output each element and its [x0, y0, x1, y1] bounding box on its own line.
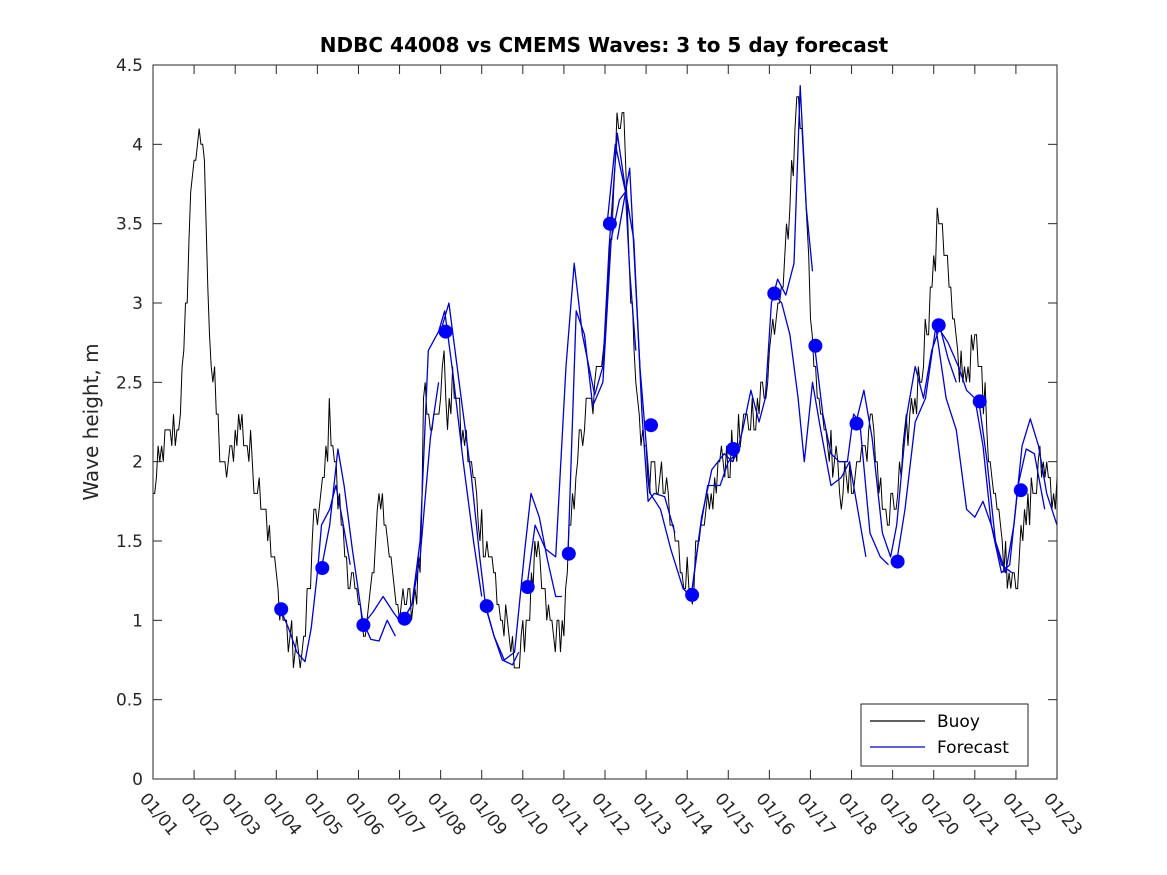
forecast-series-line	[813, 345, 889, 566]
legend-label-forecast: Forecast	[937, 738, 1009, 758]
forecast-marker	[274, 602, 289, 617]
forecast-marker	[479, 599, 494, 614]
forecast-marker	[561, 546, 576, 561]
forecast-marker	[602, 216, 617, 231]
forecast-marker	[397, 611, 412, 626]
plot-lines	[153, 84, 1057, 669]
forecast-marker	[726, 442, 741, 456]
forecast-series-line	[403, 310, 483, 620]
chart-title: NDBC 44008 vs CMEMS Waves: 3 to 5 day fo…	[320, 33, 889, 57]
y-axis: 0 0.5 1 1.5 2 2.5 3 3.5 4 4.5	[116, 56, 1057, 790]
forecast-marker	[931, 318, 946, 333]
y-tick-label: 4.5	[116, 56, 143, 76]
forecast-series-line	[485, 492, 562, 661]
forecast-marker	[356, 618, 371, 633]
forecast-marker	[972, 394, 987, 409]
forecast-marker	[1013, 483, 1028, 498]
y-tick-label: 1.5	[116, 532, 143, 552]
forecast-series-line	[320, 448, 396, 642]
forecast-series-line	[606, 143, 676, 534]
legend-label-buoy: Buoy	[937, 712, 980, 732]
y-tick-label: 4	[132, 135, 143, 155]
forecast-series-line	[690, 84, 814, 595]
forecast-marker	[315, 561, 330, 575]
forecast-marker	[890, 554, 905, 569]
plot-markers	[274, 216, 1028, 633]
y-tick-label: 2	[132, 453, 143, 473]
y-tick-label: 3	[132, 294, 143, 314]
forecast-marker	[767, 286, 782, 301]
forecast-series-line	[773, 293, 867, 558]
y-tick-label: 0.5	[116, 691, 143, 711]
y-tick-label: 2.5	[116, 373, 143, 393]
forecast-series-line	[526, 132, 631, 588]
plot-area	[153, 65, 1057, 779]
forecast-marker	[438, 324, 453, 339]
forecast-series-line	[616, 167, 742, 598]
forecast-series-line	[567, 191, 637, 554]
forecast-marker	[849, 416, 864, 431]
legend: Buoy Forecast	[860, 703, 1029, 767]
forecast-marker	[808, 338, 823, 353]
forecast-marker	[685, 587, 700, 602]
forecast-marker	[644, 418, 658, 433]
legend-box	[860, 703, 1029, 767]
y-axis-label: Wave height, m	[79, 343, 103, 500]
forecast-series-line	[439, 302, 520, 666]
y-tick-label: 0	[132, 770, 143, 790]
y-tick-label: 3.5	[116, 215, 143, 235]
forecast-marker	[520, 580, 535, 594]
y-tick-label: 1	[132, 611, 143, 631]
forecast-series-line	[937, 326, 1046, 574]
